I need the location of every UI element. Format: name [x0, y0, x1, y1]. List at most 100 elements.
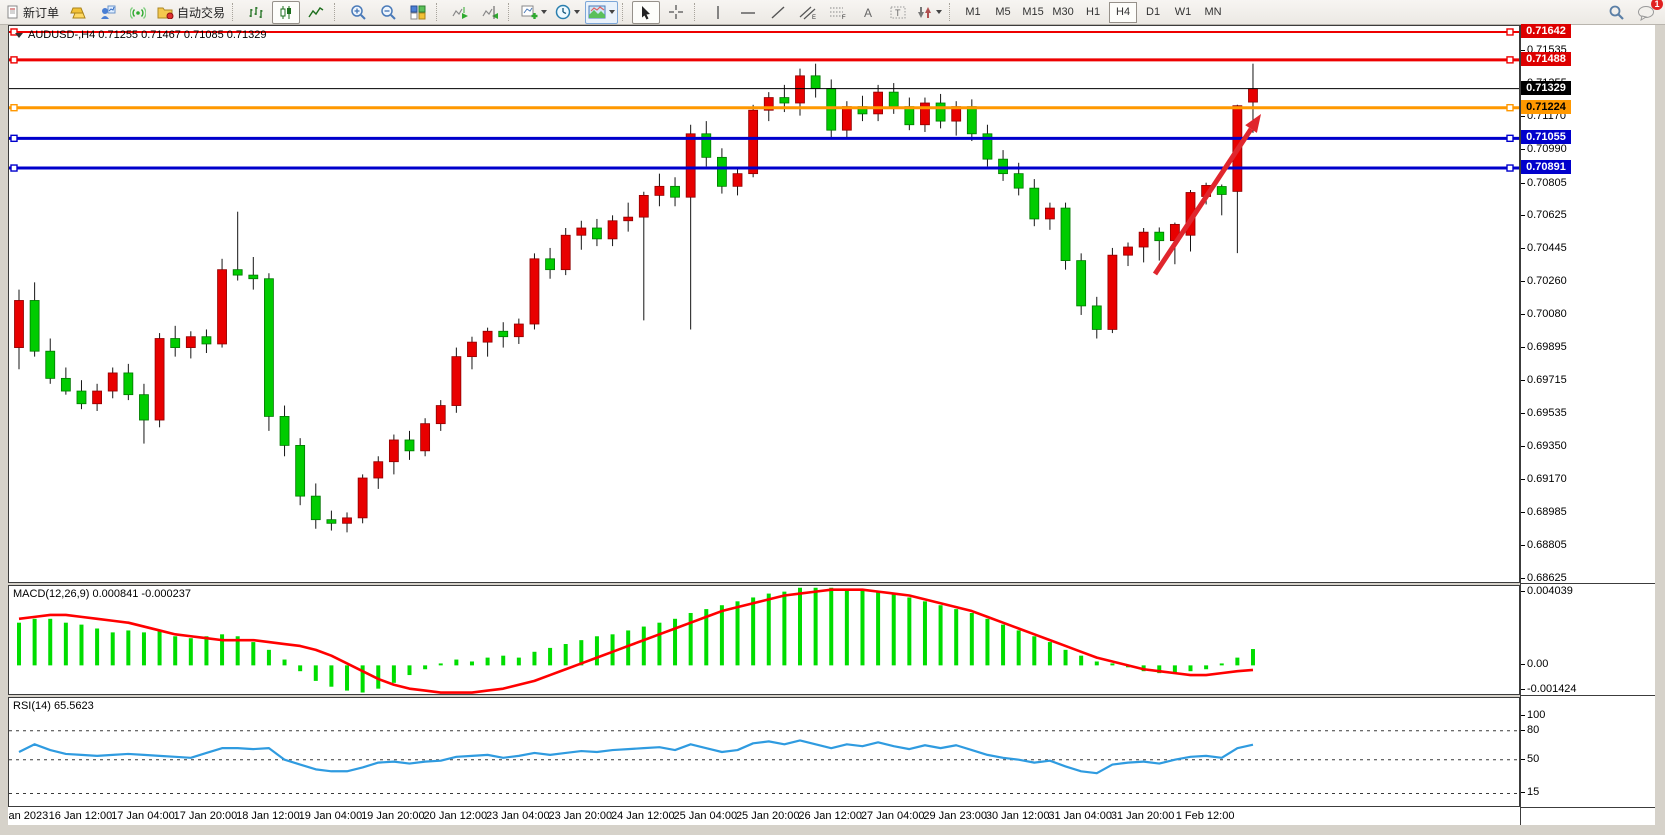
- text-button[interactable]: A: [854, 1, 882, 24]
- macd-histogram-bar: [891, 593, 896, 666]
- timeframe-button-m30[interactable]: M30: [1052, 6, 1074, 18]
- deposit-button[interactable]: [64, 1, 92, 24]
- periods-clock-icon: [555, 4, 571, 20]
- macd-chart[interactable]: [9, 586, 1519, 694]
- market-watch-button[interactable]: [94, 1, 122, 24]
- macd-histogram-bar: [532, 651, 537, 666]
- vertical-line-button[interactable]: [704, 1, 732, 24]
- line-handle[interactable]: [10, 28, 18, 36]
- candle-body: [326, 519, 337, 524]
- auto-trading-button[interactable]: 自动交易: [154, 1, 228, 24]
- zoom-out-button[interactable]: [374, 1, 402, 24]
- signal-button[interactable]: [124, 1, 152, 24]
- rsi-indicator-pane[interactable]: RSI(14) 65.5623: [8, 697, 1520, 807]
- macd-histogram-bar: [1094, 661, 1099, 666]
- candlestick-chart[interactable]: [9, 26, 1519, 582]
- line-handle[interactable]: [10, 104, 18, 112]
- price-axis-column[interactable]: 0.715350.713550.711700.709900.708050.706…: [1520, 23, 1655, 825]
- price-chart-pane[interactable]: AUDUSD-,H4 0.71255 0.71467 0.71085 0.713…: [8, 25, 1520, 583]
- macd-histogram-bar: [1016, 630, 1021, 666]
- timeframe-button-h4[interactable]: H4: [1109, 1, 1138, 23]
- macd-histogram-bar: [235, 636, 240, 666]
- candle-body: [810, 75, 821, 89]
- macd-histogram-bar: [798, 587, 802, 666]
- search-button[interactable]: [1602, 1, 1630, 24]
- timeframe-button-d1[interactable]: D1: [1146, 6, 1161, 18]
- toolbar-separator: [508, 3, 514, 21]
- candle-body: [1138, 231, 1149, 248]
- price-tick-label: 0.68625: [1527, 571, 1567, 584]
- candle-body: [779, 97, 790, 104]
- axis-tick-mark: [1520, 792, 1525, 794]
- line-handle[interactable]: [1506, 134, 1514, 143]
- trend-arrow-annotation[interactable]: [1152, 127, 1254, 276]
- chart-shift-button[interactable]: [476, 1, 504, 24]
- line-handle[interactable]: [10, 56, 18, 64]
- new-chart-button[interactable]: [518, 1, 550, 24]
- candlestick-chart-button[interactable]: [272, 0, 301, 24]
- equidistant-channel-icon: E: [799, 6, 816, 20]
- trend-line-button[interactable]: [764, 1, 792, 24]
- rsi-chart[interactable]: [9, 698, 1519, 806]
- macd-histogram-bar: [985, 618, 990, 666]
- axis-tick-mark: [1520, 446, 1525, 448]
- date-tick-label: 29 Jan 23:00: [923, 810, 987, 822]
- bar-chart-button[interactable]: [242, 1, 270, 24]
- line-handle[interactable]: [1506, 28, 1514, 36]
- macd-indicator-pane[interactable]: MACD(12,26,9) 0.000841 -0.000237: [8, 585, 1520, 695]
- line-handle[interactable]: [10, 134, 18, 143]
- cursor-button[interactable]: [632, 0, 661, 24]
- candle-body: [185, 336, 196, 348]
- svg-text:E: E: [812, 15, 816, 20]
- candle-body: [1123, 246, 1133, 256]
- price-tick-label: 0.70260: [1527, 275, 1567, 288]
- periods-button[interactable]: [552, 1, 583, 24]
- date-tick-label: 26 Jan 12:00: [798, 810, 863, 822]
- templates-dropdown-caret: [609, 10, 616, 14]
- macd-histogram-bar: [1235, 657, 1240, 666]
- fibonacci-button[interactable]: F: [824, 1, 852, 24]
- candle-body: [888, 91, 899, 108]
- date-tick-label: 15 Jan 2023: [0, 810, 49, 822]
- fibonacci-icon: F: [830, 7, 846, 20]
- candle-body: [732, 173, 743, 187]
- line-handle[interactable]: [1506, 164, 1514, 172]
- candle-body: [248, 274, 259, 280]
- timeframe-group: M1 M5 M15 M30 H1 H4 D1 W1 MN: [958, 1, 1228, 23]
- timeframe-button-mn[interactable]: MN: [1204, 6, 1222, 18]
- line-handle[interactable]: [1506, 104, 1514, 112]
- crosshair-button[interactable]: [662, 1, 690, 24]
- macd-histogram-bar: [157, 630, 162, 666]
- timeframe-button-m1[interactable]: M1: [965, 6, 981, 18]
- macd-histogram-bar: [141, 632, 146, 666]
- horizontal-line-button[interactable]: [734, 1, 762, 24]
- templates-button[interactable]: [585, 0, 619, 24]
- line-handle[interactable]: [10, 164, 18, 172]
- rsi-axis-15-label: 15: [1527, 786, 1540, 799]
- candle-body: [232, 269, 243, 276]
- equidistant-channel-button[interactable]: E: [794, 1, 822, 24]
- line-chart-button[interactable]: [302, 1, 330, 24]
- timeframe-button-m15[interactable]: M15: [1022, 6, 1044, 18]
- arrows-button[interactable]: [914, 1, 945, 24]
- macd-histogram-bar: [673, 618, 678, 666]
- timeframe-button-m5[interactable]: M5: [995, 6, 1011, 18]
- new-order-button[interactable]: 新订单: [3, 1, 62, 24]
- timeframe-button-w1[interactable]: W1: [1174, 6, 1192, 18]
- text-label-button[interactable]: T: [884, 1, 912, 24]
- macd-histogram-bar: [813, 587, 818, 666]
- tile-windows-button[interactable]: [404, 1, 432, 24]
- line-handle[interactable]: [1506, 56, 1514, 64]
- candle-body: [1060, 207, 1071, 262]
- notifications-button[interactable]: 1: [1632, 0, 1663, 24]
- search-icon: [1609, 5, 1624, 20]
- price-tick-label: 0.70990: [1527, 143, 1567, 156]
- timeframe-button-h1[interactable]: H1: [1086, 6, 1101, 18]
- toolbar-right-group: 1: [1601, 0, 1663, 24]
- zoom-in-button[interactable]: [344, 1, 372, 24]
- auto-scroll-button[interactable]: [446, 1, 474, 24]
- macd-histogram-bar: [876, 591, 881, 666]
- date-tick-label: 1 Feb 12:00: [1175, 810, 1235, 822]
- macd-histogram-bar: [298, 665, 303, 672]
